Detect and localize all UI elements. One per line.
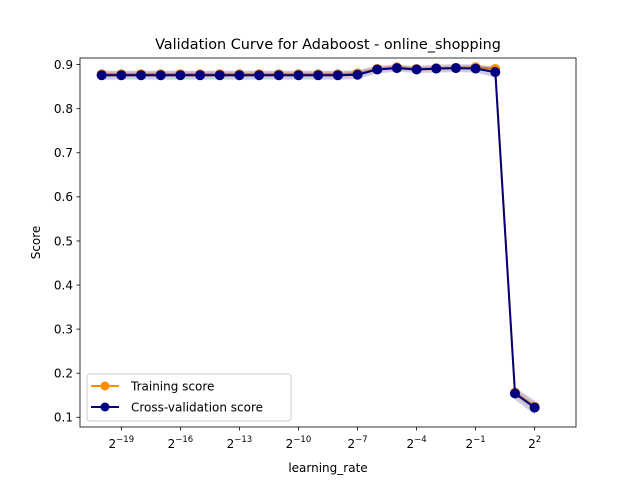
legend: Training score Cross-validation score: [86, 373, 292, 422]
x-tick-label: 2−13: [227, 435, 253, 451]
point-series-1: [214, 70, 225, 81]
y-axis-label: Score: [29, 226, 43, 260]
plot-area: [96, 62, 540, 415]
point-series-1: [411, 64, 422, 75]
y-tick-label: 0.1: [54, 411, 73, 425]
y-tick-label: 0.7: [54, 146, 73, 160]
point-series-1: [450, 63, 461, 74]
x-axis-ticks: 2−19 2−16 2−13 2−10 2−7 2−4 2−1 22: [109, 427, 541, 451]
point-series-1: [273, 70, 284, 81]
legend-cv-label: Cross-validation score: [131, 401, 263, 415]
x-tick-label: 2−19: [109, 435, 135, 451]
y-tick-label: 0.3: [54, 322, 73, 336]
point-series-1: [352, 69, 363, 80]
point-series-1: [391, 63, 402, 74]
chart-title: Validation Curve for Adaboost - online_s…: [155, 37, 501, 53]
y-tick-label: 0.9: [54, 58, 73, 72]
x-tick-label: 22: [528, 435, 541, 451]
legend-cv-marker: [100, 402, 110, 412]
point-series-1: [234, 70, 245, 81]
y-tick-label: 0.2: [54, 367, 73, 381]
y-tick-label: 0.5: [54, 234, 73, 248]
x-tick-label: 2−10: [286, 435, 312, 451]
point-series-1: [293, 70, 304, 81]
y-axis-ticks: 0.1 0.2 0.3 0.4 0.5 0.6 0.7 0.8 0.9: [54, 58, 80, 425]
legend-box: [86, 373, 292, 422]
point-series-1: [509, 388, 520, 399]
y-tick-label: 0.6: [54, 190, 73, 204]
point-series-1: [116, 70, 127, 81]
point-series-1: [136, 70, 147, 81]
x-tick-label: 2−4: [406, 435, 426, 451]
point-series-1: [431, 63, 442, 74]
x-tick-label: 2−7: [347, 435, 367, 451]
point-series-1: [490, 67, 501, 78]
point-series-1: [254, 70, 265, 81]
point-series-1: [195, 70, 206, 81]
x-tick-label: 2−1: [466, 435, 486, 451]
x-tick-label: 2−16: [168, 435, 194, 451]
point-series-1: [332, 70, 343, 81]
axes-frame: [79, 57, 577, 428]
point-series-1: [470, 63, 481, 74]
point-series-1: [372, 64, 383, 75]
point-series-1: [155, 70, 166, 81]
point-series-1: [529, 402, 540, 413]
point-series-1: [313, 70, 324, 81]
y-tick-label: 0.4: [54, 278, 73, 292]
y-tick-label: 0.8: [54, 102, 73, 116]
legend-training-label: Training score: [130, 380, 214, 394]
point-series-1: [175, 70, 186, 81]
legend-training-marker: [100, 381, 110, 391]
x-axis-label: learning_rate: [288, 461, 367, 475]
point-series-1: [96, 70, 107, 81]
